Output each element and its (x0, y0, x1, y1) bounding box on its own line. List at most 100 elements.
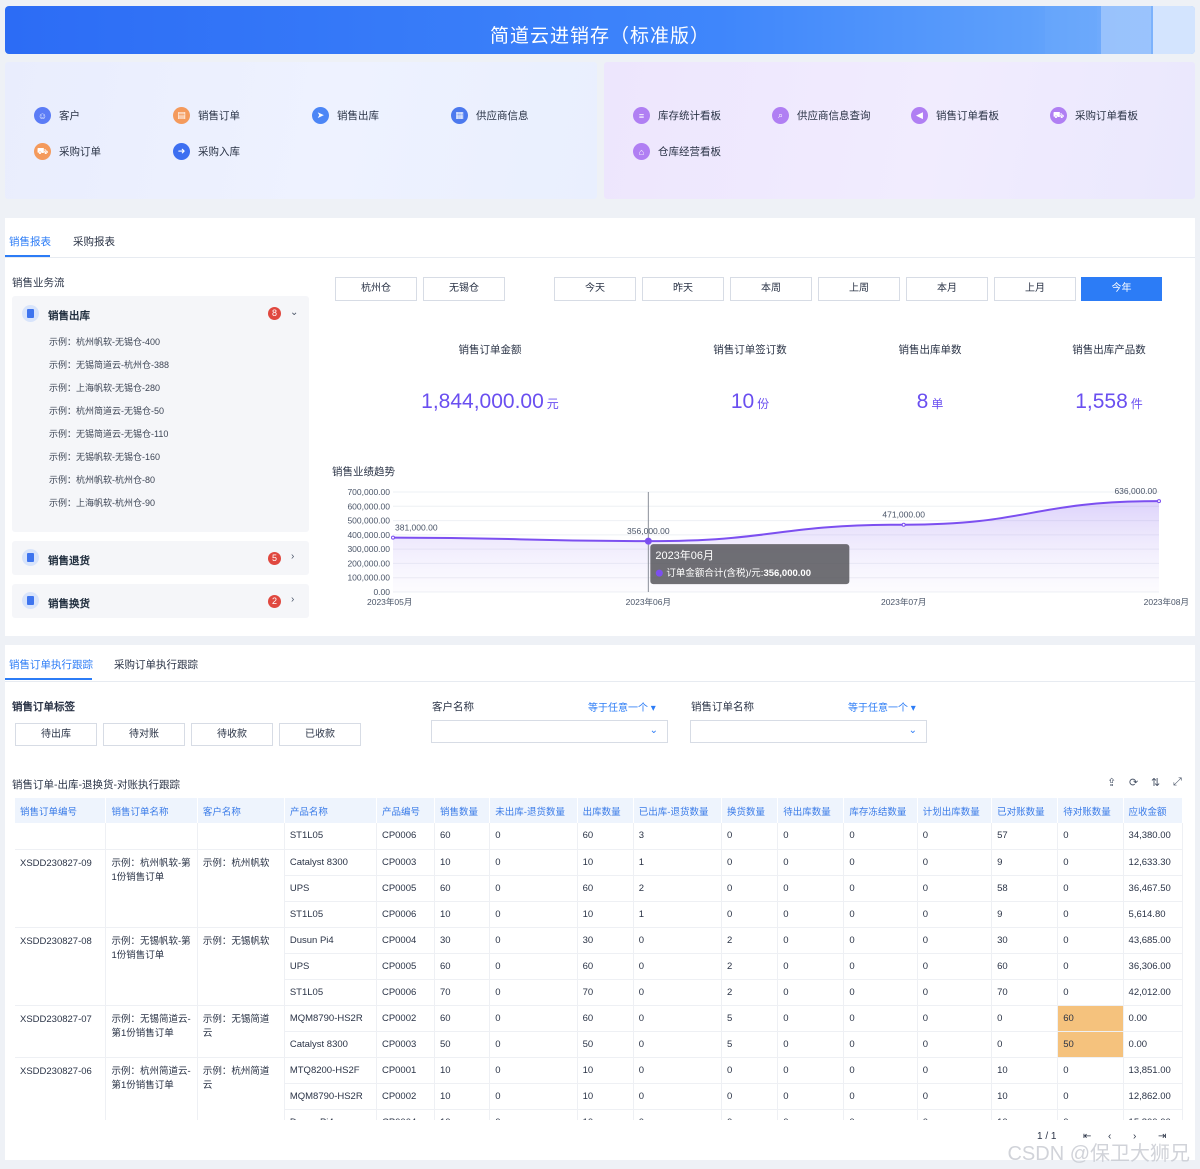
tab-divider (5, 681, 1195, 682)
period-this-year[interactable]: 今年 (1081, 277, 1162, 301)
table-column-header[interactable]: 库存冻结数量 (843, 798, 918, 823)
export-icon[interactable]: ⇪ (1107, 777, 1117, 789)
tab-sales-tracking[interactable]: 销售订单执行跟踪 (9, 659, 93, 671)
table-column-header[interactable]: 产品名称 (284, 798, 377, 823)
table-row[interactable]: Dusun Pi4CP0004100100000010015,800.00 (15, 1109, 1183, 1120)
table-row[interactable]: ST1L05 CP0006 10 0 10 1 0 0 0 0 9 0 5,614.80 (15, 901, 1183, 928)
flow-group-title[interactable]: 销售出库 (48, 310, 90, 322)
table-column-header[interactable]: 销售数量 (434, 798, 491, 823)
table-viewport[interactable]: 销售订单编号 销售订单名称 客户名称 产品名称 产品编号 销售数量 未出库-退货数量 出库数量… (15, 798, 1183, 1120)
flow-item[interactable]: 示例：杭州帆软-无锡仓-400 (49, 337, 161, 347)
shortcut-purchase-inbound[interactable]: ➜ 采购入库 (173, 143, 240, 160)
tracking-table: 销售订单编号 销售订单名称 客户名称 产品名称 产品编号 销售数量 未出库-退货数量 出库数量… (15, 798, 1183, 1120)
table-cell: 0 (1057, 927, 1124, 954)
flow-group-sales-return[interactable]: 销售退货 5 › (12, 541, 309, 575)
table-column-header[interactable]: 已对账数量 (991, 798, 1059, 823)
table-cell (105, 823, 198, 850)
table-cell: 70 (434, 979, 491, 1006)
tag-pending-outbound[interactable]: 待出库 (15, 723, 97, 746)
period-last-month[interactable]: 上月 (994, 277, 1076, 301)
table-column-header[interactable]: 销售订单名称 (105, 798, 198, 823)
fullscreen-icon[interactable]: ⤢ (1173, 776, 1182, 788)
table-column-header[interactable]: 客户名称 (197, 798, 285, 823)
tag-received[interactable]: 已收款 (279, 723, 361, 746)
period-this-month[interactable]: 本月 (906, 277, 988, 301)
flow-item[interactable]: 示例：上海帆软-杭州仓-90 (49, 498, 156, 508)
count-badge: 8 (268, 307, 281, 320)
refresh-icon[interactable]: ⟳ (1129, 777, 1139, 789)
flow-item[interactable]: 示例：杭州帆软-杭州仓-80 (49, 475, 156, 485)
table-row[interactable]: XSDD230827-07 示例：无锡简道云-第1份销售订单 示例：无锡简道云 MQM… (15, 1005, 1183, 1058)
filter-wuxi-warehouse[interactable]: 无锡仓 (423, 277, 505, 301)
flow-item[interactable]: 示例：无锡简道云-无锡仓-110 (49, 429, 169, 439)
table-row[interactable]: ST1L05 CP0006 70 0 70 0 2 0 0 0 70 0 42,012.00 (15, 979, 1183, 1006)
order-select[interactable]: ⌄ (690, 720, 927, 743)
sales-outbound-icon: ➤ (312, 107, 329, 124)
shortcut-purchase-order[interactable]: ⛟ 采购订单 (34, 143, 101, 160)
table-column-header[interactable]: 未出库-退货数量 (489, 798, 578, 823)
first-page-icon[interactable]: ⇤ (1083, 1131, 1092, 1142)
shortcut-sales-outbound[interactable]: ➤ 销售出库 (312, 107, 379, 124)
flow-group-sales-exchange[interactable]: 销售换货 2 › (12, 584, 309, 618)
chevron-right-icon[interactable]: › (291, 551, 295, 562)
table-cell: 58 (991, 875, 1059, 902)
table-cell: 0 (917, 1083, 993, 1110)
table-cell (15, 823, 107, 850)
table-cell: Catalyst 8300 (284, 1031, 377, 1058)
table-cell: 0 (843, 875, 918, 902)
shortcut-supplier[interactable]: ▦ 供应商信息 (451, 107, 529, 124)
customer-filter-operator[interactable]: 等于任意一个 ▾ (588, 699, 656, 714)
shortcut-sales-board[interactable]: ◀ 销售订单看板 (911, 107, 999, 124)
table-column-header[interactable]: 计划出库数量 (917, 798, 993, 823)
tab-purchase-report[interactable]: 采购报表 (73, 236, 115, 248)
sort-icon[interactable]: ⇅ (1151, 777, 1161, 789)
table-column-header[interactable]: 换货数量 (721, 798, 779, 823)
table-row[interactable]: XSDD230827-08 示例：无锡帆软-第1份销售订单 示例：无锡帆软 Dusun… (15, 927, 1183, 1006)
order-filter-operator[interactable]: 等于任意一个 ▾ (848, 699, 916, 714)
table-row[interactable]: MQM8790-HS2R CP0002 10 0 10 0 0 0 0 0 10 0 12,862.00 (15, 1083, 1183, 1110)
tag-pending-receipt[interactable]: 待收款 (191, 723, 273, 746)
table-column-header[interactable]: 待对账数量 (1057, 798, 1124, 823)
shortcut-supplier-query[interactable]: ⌕ 供应商信息查询 (772, 107, 871, 124)
table-column-header[interactable]: 出库数量 (577, 798, 634, 823)
period-this-week[interactable]: 本周 (730, 277, 812, 301)
filter-hangzhou-warehouse[interactable]: 杭州仓 (335, 277, 417, 301)
period-last-week[interactable]: 上周 (818, 277, 900, 301)
table-row[interactable]: ST1L05 CP0006 60 0 60 3 0 0 0 0 57 0 34,380.00 (15, 823, 1183, 850)
table-row[interactable]: Catalyst 8300 CP0003 50 0 50 0 5 0 0 0 0 50 0.00 (15, 1031, 1183, 1058)
x-tick-label: 2023年06月 (626, 597, 671, 607)
table-column-header[interactable]: 产品编号 (376, 798, 435, 823)
table-row[interactable]: UPS CP0005 60 0 60 0 2 0 0 0 60 0 36,306.00 (15, 953, 1183, 980)
chevron-down-icon[interactable]: ⌄ (290, 307, 299, 318)
table-cell: 0 (917, 1057, 993, 1084)
shortcut-sales-order[interactable]: ▤ 销售订单 (173, 107, 240, 124)
table-row[interactable]: XSDD230827-06 示例：杭州简道云-第1份销售订单 示例：杭州简道云 MTQ… (15, 1057, 1183, 1120)
period-today[interactable]: 今天 (554, 277, 636, 301)
tab-active-indicator (5, 255, 50, 257)
flow-item[interactable]: 示例：上海帆软-无锡仓-280 (49, 383, 161, 393)
shortcut-inventory-board[interactable]: ≡ 库存统计看板 (633, 107, 721, 124)
tab-purchase-tracking[interactable]: 采购订单执行跟踪 (114, 659, 198, 671)
tag-pending-reconcile[interactable]: 待对账 (103, 723, 185, 746)
next-page-icon[interactable]: › (1133, 1131, 1137, 1142)
pager-text: 1 / 1 (1037, 1131, 1057, 1142)
tab-sales-report[interactable]: 销售报表 (9, 236, 51, 248)
shortcut-purchase-board[interactable]: ⛟ 采购订单看板 (1050, 107, 1138, 124)
flow-item[interactable]: 示例：杭州简道云-无锡仓-50 (49, 406, 165, 416)
flow-item[interactable]: 示例：无锡简道云-杭州仓-388 (49, 360, 170, 370)
customer-select[interactable]: ⌄ (431, 720, 668, 743)
last-page-icon[interactable]: ⇥ (1158, 1131, 1167, 1142)
table-row[interactable]: UPS CP0005 60 0 60 2 0 0 0 0 58 0 36,467.50 (15, 875, 1183, 902)
period-yesterday[interactable]: 昨天 (642, 277, 724, 301)
table-row[interactable]: XSDD230827-09 示例：杭州帆软-第1份销售订单 示例：杭州帆软 Catal… (15, 849, 1183, 928)
prev-page-icon[interactable]: ‹ (1108, 1131, 1112, 1142)
trend-chart[interactable]: 0.00 100,000.00 200,000.00 300,000.00 400,00… (325, 482, 1195, 614)
chevron-right-icon[interactable]: › (291, 594, 295, 605)
table-column-header[interactable]: 待出库数量 (777, 798, 845, 823)
shortcut-customer[interactable]: ☺ 客户 (34, 107, 80, 124)
table-column-header[interactable]: 销售订单编号 (15, 798, 107, 823)
shortcut-warehouse-board[interactable]: ⌂ 仓库经营看板 (633, 143, 721, 160)
table-column-header[interactable]: 已出库-退货数量 (633, 798, 722, 823)
flow-item[interactable]: 示例：无锡帆软-无锡仓-160 (49, 452, 161, 462)
table-column-header[interactable]: 应收金额 (1123, 798, 1183, 823)
